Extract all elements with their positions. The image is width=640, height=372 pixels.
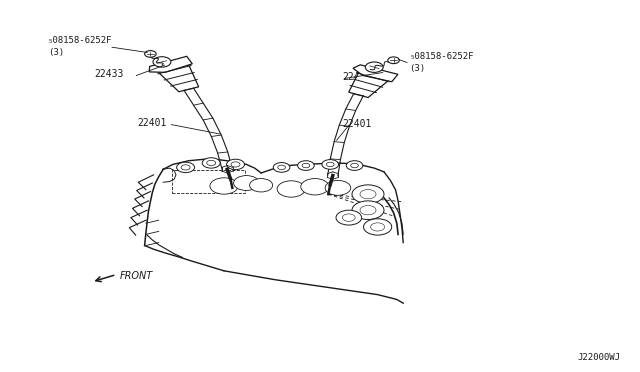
Circle shape [145,51,156,57]
Circle shape [227,159,244,170]
Text: ₅08158-6252F
(3): ₅08158-6252F (3) [48,36,113,57]
Text: 22401: 22401 [138,118,167,128]
Circle shape [352,201,384,219]
Circle shape [346,161,363,170]
Polygon shape [353,65,398,82]
Circle shape [153,57,171,67]
Circle shape [342,214,355,221]
Circle shape [360,205,376,215]
Circle shape [365,62,383,73]
Text: ₅08158-6252F
(3): ₅08158-6252F (3) [410,52,474,73]
Circle shape [352,185,384,203]
Text: FRONT: FRONT [120,271,153,281]
Circle shape [207,160,216,166]
Text: 22433: 22433 [342,73,372,82]
Circle shape [210,178,238,194]
Circle shape [360,189,376,199]
Circle shape [336,210,362,225]
Text: 22401: 22401 [342,119,372,128]
Circle shape [326,162,334,167]
Text: J22000WJ: J22000WJ [578,353,621,362]
Polygon shape [149,56,192,73]
Circle shape [273,163,290,172]
Circle shape [202,158,220,168]
Circle shape [278,165,285,170]
Circle shape [325,180,351,195]
Circle shape [388,57,399,64]
Polygon shape [153,59,198,92]
Circle shape [351,163,358,168]
Circle shape [371,223,385,231]
Circle shape [250,179,273,192]
Circle shape [364,219,392,235]
Circle shape [302,163,310,168]
Circle shape [181,165,190,170]
Circle shape [231,162,240,167]
Polygon shape [349,67,394,97]
Circle shape [301,179,329,195]
Circle shape [177,162,195,173]
Circle shape [322,160,339,169]
Circle shape [234,176,259,190]
Circle shape [277,181,305,197]
Circle shape [298,161,314,170]
Text: 22433: 22433 [95,70,124,79]
